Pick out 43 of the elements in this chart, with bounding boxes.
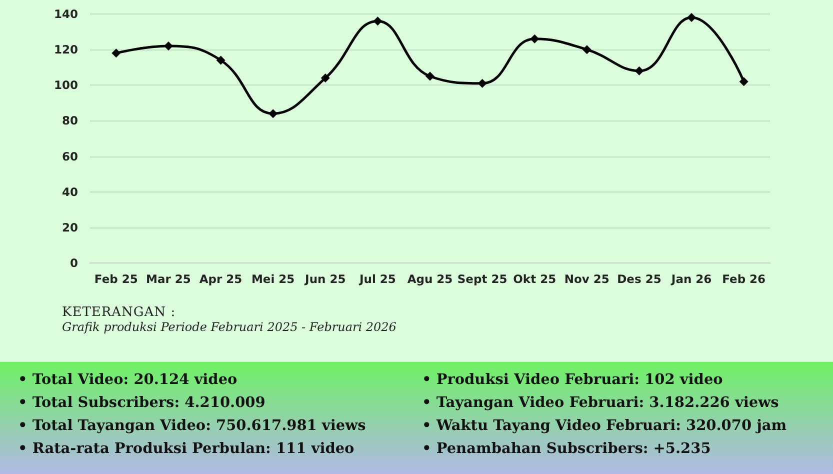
- x-tick-label: Jul 25: [358, 272, 396, 286]
- point: [687, 13, 696, 22]
- point: [373, 16, 382, 26]
- text: • Waktu Tayang Video Februari: 320.070 jam: [422, 416, 787, 436]
- point: [478, 78, 487, 88]
- x-tick-label: Agu 25: [407, 272, 453, 286]
- x-tick-label: Mar 25: [146, 272, 191, 286]
- y-tick-label: 20: [62, 220, 78, 234]
- x-tick-label: Feb 25: [94, 272, 138, 286]
- text: KETERANGAN :: [62, 305, 177, 320]
- x-tick-label: Apr 25: [199, 272, 242, 286]
- point: [739, 77, 748, 86]
- x-tick-label: Sept 25: [457, 272, 508, 286]
- y-tick-label: 140: [54, 7, 78, 21]
- text: • Total Video: 20.124 video: [18, 370, 238, 390]
- text: • Produksi Video Februari: 102 video: [422, 370, 724, 390]
- point: [268, 109, 278, 118]
- x-tick-label: Jun 25: [304, 272, 346, 286]
- point: [320, 74, 330, 83]
- point: [530, 34, 540, 44]
- point: [216, 56, 226, 65]
- x-tick-label: Jan 26: [670, 272, 712, 286]
- text: • Tayangan Video Februari: 3.182.226 views: [422, 393, 780, 413]
- x-tick-label: Mei 25: [251, 272, 295, 286]
- text: • Penambahan Subscribers: +5.235: [422, 439, 712, 459]
- x-tick-label: Nov 25: [564, 272, 610, 286]
- text: Grafik produksi Periode Februari 2025 - Februari 2026: [62, 320, 396, 334]
- point: [112, 48, 121, 58]
- x-tick-label: Des 25: [617, 272, 662, 286]
- text: • Rata-rata Produksi Perbulan: 111 video: [18, 439, 356, 459]
- y-tick-label: 80: [62, 114, 78, 128]
- point: [426, 72, 434, 81]
- y-tick-label: 60: [62, 149, 78, 164]
- x-tick-label: Okt 25: [513, 272, 556, 286]
- point: [582, 45, 592, 54]
- y-tick-label: 0: [70, 256, 78, 270]
- text: • Total Subscribers: 4.210.009: [18, 393, 266, 413]
- point: [634, 66, 644, 76]
- y-tick-label: 40: [62, 184, 78, 199]
- y-tick-label: 100: [54, 78, 78, 92]
- x-tick-label: Feb 26: [722, 272, 766, 286]
- text: • Total Tayangan Video: 750.617.981 views: [18, 416, 366, 436]
- y-tick-label: 120: [54, 42, 78, 57]
